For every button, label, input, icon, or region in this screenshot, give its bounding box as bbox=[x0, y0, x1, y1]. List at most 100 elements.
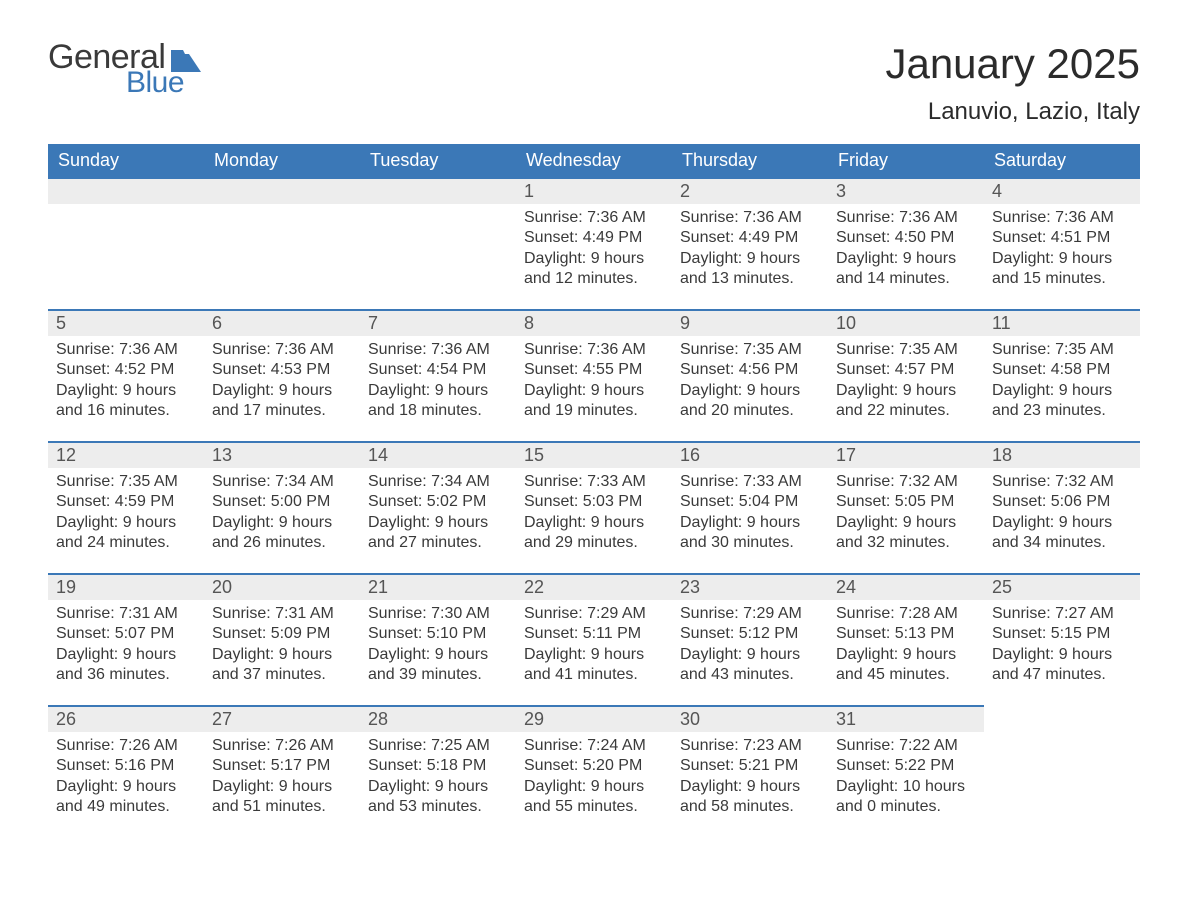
daylight-text: Daylight: 9 hours bbox=[524, 249, 664, 269]
day-number: 31 bbox=[828, 707, 984, 732]
day-cell: 7Sunrise: 7:36 AMSunset: 4:54 PMDaylight… bbox=[360, 309, 516, 441]
sunset-text: Sunset: 4:56 PM bbox=[680, 360, 820, 380]
day-number: 21 bbox=[360, 575, 516, 600]
day-body: Sunrise: 7:32 AMSunset: 5:06 PMDaylight:… bbox=[984, 468, 1140, 562]
month-title: January 2025 bbox=[885, 40, 1140, 88]
sunset-text: Sunset: 5:06 PM bbox=[992, 492, 1132, 512]
day-body: Sunrise: 7:36 AMSunset: 4:52 PMDaylight:… bbox=[48, 336, 204, 430]
calendar-cell: 11Sunrise: 7:35 AMSunset: 4:58 PMDayligh… bbox=[984, 309, 1140, 441]
daylight-text: and 37 minutes. bbox=[212, 665, 352, 685]
sunset-text: Sunset: 5:11 PM bbox=[524, 624, 664, 644]
calendar-cell: 20Sunrise: 7:31 AMSunset: 5:09 PMDayligh… bbox=[204, 573, 360, 705]
sunset-text: Sunset: 5:21 PM bbox=[680, 756, 820, 776]
calendar-cell: 4Sunrise: 7:36 AMSunset: 4:51 PMDaylight… bbox=[984, 177, 1140, 309]
day-cell: 30Sunrise: 7:23 AMSunset: 5:21 PMDayligh… bbox=[672, 705, 828, 837]
sunset-text: Sunset: 5:07 PM bbox=[56, 624, 196, 644]
calendar-week-row: 1Sunrise: 7:36 AMSunset: 4:49 PMDaylight… bbox=[48, 177, 1140, 309]
day-body: Sunrise: 7:32 AMSunset: 5:05 PMDaylight:… bbox=[828, 468, 984, 562]
page-header: General Blue January 2025 Lanuvio, Lazio… bbox=[48, 40, 1140, 126]
daylight-text: and 41 minutes. bbox=[524, 665, 664, 685]
sunrise-text: Sunrise: 7:35 AM bbox=[56, 472, 196, 492]
sunrise-text: Sunrise: 7:25 AM bbox=[368, 736, 508, 756]
day-body: Sunrise: 7:29 AMSunset: 5:11 PMDaylight:… bbox=[516, 600, 672, 694]
sunrise-text: Sunrise: 7:36 AM bbox=[212, 340, 352, 360]
sunrise-text: Sunrise: 7:28 AM bbox=[836, 604, 976, 624]
daylight-text: Daylight: 9 hours bbox=[836, 249, 976, 269]
day-cell: 14Sunrise: 7:34 AMSunset: 5:02 PMDayligh… bbox=[360, 441, 516, 573]
calendar-cell: 7Sunrise: 7:36 AMSunset: 4:54 PMDaylight… bbox=[360, 309, 516, 441]
daylight-text: and 49 minutes. bbox=[56, 797, 196, 817]
sunset-text: Sunset: 4:57 PM bbox=[836, 360, 976, 380]
day-number: 7 bbox=[360, 311, 516, 336]
day-body: Sunrise: 7:35 AMSunset: 4:58 PMDaylight:… bbox=[984, 336, 1140, 430]
day-number: 29 bbox=[516, 707, 672, 732]
day-number: 3 bbox=[828, 179, 984, 204]
calendar-week-row: 5Sunrise: 7:36 AMSunset: 4:52 PMDaylight… bbox=[48, 309, 1140, 441]
daylight-text: Daylight: 9 hours bbox=[992, 645, 1132, 665]
sunset-text: Sunset: 4:52 PM bbox=[56, 360, 196, 380]
calendar-cell: 1Sunrise: 7:36 AMSunset: 4:49 PMDaylight… bbox=[516, 177, 672, 309]
day-number: 13 bbox=[204, 443, 360, 468]
calendar-week-row: 19Sunrise: 7:31 AMSunset: 5:07 PMDayligh… bbox=[48, 573, 1140, 705]
calendar-cell: 30Sunrise: 7:23 AMSunset: 5:21 PMDayligh… bbox=[672, 705, 828, 837]
day-body: Sunrise: 7:26 AMSunset: 5:17 PMDaylight:… bbox=[204, 732, 360, 826]
day-number: 11 bbox=[984, 311, 1140, 336]
empty-day-number bbox=[360, 179, 516, 204]
day-number: 8 bbox=[516, 311, 672, 336]
daylight-text: Daylight: 9 hours bbox=[368, 645, 508, 665]
day-body: Sunrise: 7:30 AMSunset: 5:10 PMDaylight:… bbox=[360, 600, 516, 694]
calendar-cell: 18Sunrise: 7:32 AMSunset: 5:06 PMDayligh… bbox=[984, 441, 1140, 573]
day-number: 26 bbox=[48, 707, 204, 732]
daylight-text: and 16 minutes. bbox=[56, 401, 196, 421]
daylight-text: Daylight: 9 hours bbox=[212, 513, 352, 533]
calendar-cell: 6Sunrise: 7:36 AMSunset: 4:53 PMDaylight… bbox=[204, 309, 360, 441]
daylight-text: Daylight: 9 hours bbox=[524, 777, 664, 797]
daylight-text: Daylight: 9 hours bbox=[992, 249, 1132, 269]
day-body: Sunrise: 7:33 AMSunset: 5:04 PMDaylight:… bbox=[672, 468, 828, 562]
day-body: Sunrise: 7:36 AMSunset: 4:49 PMDaylight:… bbox=[672, 204, 828, 298]
sunset-text: Sunset: 5:13 PM bbox=[836, 624, 976, 644]
sunset-text: Sunset: 5:15 PM bbox=[992, 624, 1132, 644]
sunrise-text: Sunrise: 7:29 AM bbox=[524, 604, 664, 624]
daylight-text: Daylight: 9 hours bbox=[680, 513, 820, 533]
calendar-cell: 8Sunrise: 7:36 AMSunset: 4:55 PMDaylight… bbox=[516, 309, 672, 441]
sunrise-text: Sunrise: 7:30 AM bbox=[368, 604, 508, 624]
sunrise-text: Sunrise: 7:22 AM bbox=[836, 736, 976, 756]
sunset-text: Sunset: 5:22 PM bbox=[836, 756, 976, 776]
location: Lanuvio, Lazio, Italy bbox=[885, 98, 1140, 126]
day-body: Sunrise: 7:23 AMSunset: 5:21 PMDaylight:… bbox=[672, 732, 828, 826]
day-body: Sunrise: 7:34 AMSunset: 5:02 PMDaylight:… bbox=[360, 468, 516, 562]
sunset-text: Sunset: 5:03 PM bbox=[524, 492, 664, 512]
sunrise-text: Sunrise: 7:31 AM bbox=[56, 604, 196, 624]
weekday-header: Saturday bbox=[984, 144, 1140, 177]
day-body: Sunrise: 7:36 AMSunset: 4:51 PMDaylight:… bbox=[984, 204, 1140, 298]
sunrise-text: Sunrise: 7:35 AM bbox=[992, 340, 1132, 360]
daylight-text: and 32 minutes. bbox=[836, 533, 976, 553]
daylight-text: Daylight: 9 hours bbox=[524, 645, 664, 665]
sunrise-text: Sunrise: 7:36 AM bbox=[368, 340, 508, 360]
day-body: Sunrise: 7:29 AMSunset: 5:12 PMDaylight:… bbox=[672, 600, 828, 694]
calendar-cell: 27Sunrise: 7:26 AMSunset: 5:17 PMDayligh… bbox=[204, 705, 360, 837]
day-cell: 4Sunrise: 7:36 AMSunset: 4:51 PMDaylight… bbox=[984, 177, 1140, 309]
day-body: Sunrise: 7:31 AMSunset: 5:09 PMDaylight:… bbox=[204, 600, 360, 694]
daylight-text: Daylight: 9 hours bbox=[368, 777, 508, 797]
daylight-text: Daylight: 9 hours bbox=[680, 645, 820, 665]
day-number: 30 bbox=[672, 707, 828, 732]
calendar-cell: 23Sunrise: 7:29 AMSunset: 5:12 PMDayligh… bbox=[672, 573, 828, 705]
day-body: Sunrise: 7:35 AMSunset: 4:56 PMDaylight:… bbox=[672, 336, 828, 430]
sunrise-text: Sunrise: 7:26 AM bbox=[212, 736, 352, 756]
day-cell: 26Sunrise: 7:26 AMSunset: 5:16 PMDayligh… bbox=[48, 705, 204, 837]
calendar-cell: 5Sunrise: 7:36 AMSunset: 4:52 PMDaylight… bbox=[48, 309, 204, 441]
sunrise-text: Sunrise: 7:36 AM bbox=[680, 208, 820, 228]
day-body: Sunrise: 7:25 AMSunset: 5:18 PMDaylight:… bbox=[360, 732, 516, 826]
calendar-cell: 28Sunrise: 7:25 AMSunset: 5:18 PMDayligh… bbox=[360, 705, 516, 837]
daylight-text: Daylight: 9 hours bbox=[524, 513, 664, 533]
daylight-text: Daylight: 9 hours bbox=[368, 513, 508, 533]
day-number: 14 bbox=[360, 443, 516, 468]
day-number: 12 bbox=[48, 443, 204, 468]
day-number: 1 bbox=[516, 179, 672, 204]
daylight-text: and 0 minutes. bbox=[836, 797, 976, 817]
day-cell: 21Sunrise: 7:30 AMSunset: 5:10 PMDayligh… bbox=[360, 573, 516, 705]
day-number: 18 bbox=[984, 443, 1140, 468]
calendar-cell: 29Sunrise: 7:24 AMSunset: 5:20 PMDayligh… bbox=[516, 705, 672, 837]
